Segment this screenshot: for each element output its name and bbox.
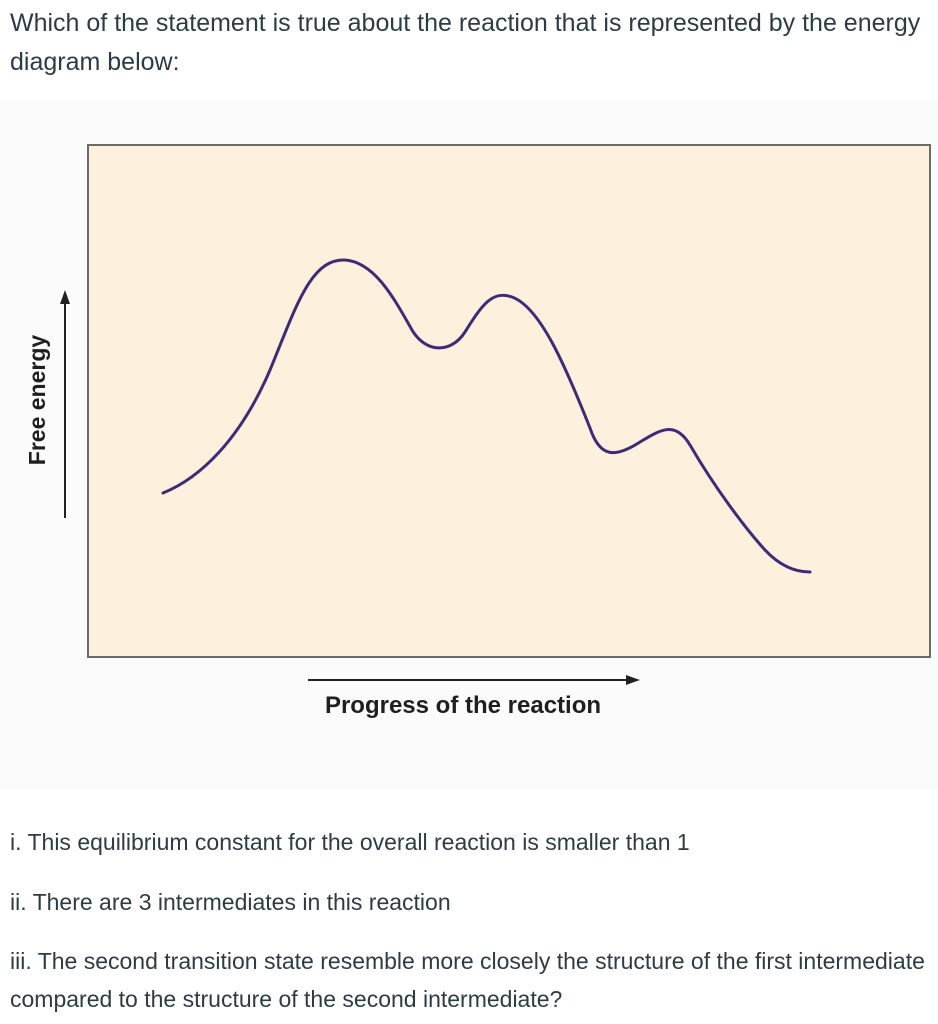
statement-3: iii. The second transition state resembl… — [10, 948, 925, 1012]
energy-diagram-figure: Free energy Progress of the reaction — [0, 100, 938, 790]
energy-diagram: Free energy Progress of the reaction — [0, 100, 938, 790]
x-axis-label: Progress of the reaction — [325, 692, 601, 719]
y-axis-arrow — [60, 290, 70, 518]
statement-2: ii. There are 3 intermediates in this re… — [10, 889, 451, 915]
x-axis-arrow — [308, 675, 640, 685]
diagram-panel — [87, 144, 931, 658]
energy-curve — [161, 258, 812, 574]
statement-1: i. This equilibrium constant for the ove… — [10, 829, 690, 855]
question-text: Which of the statement is true about the… — [10, 9, 921, 76]
y-axis-label: Free energy — [24, 335, 50, 466]
